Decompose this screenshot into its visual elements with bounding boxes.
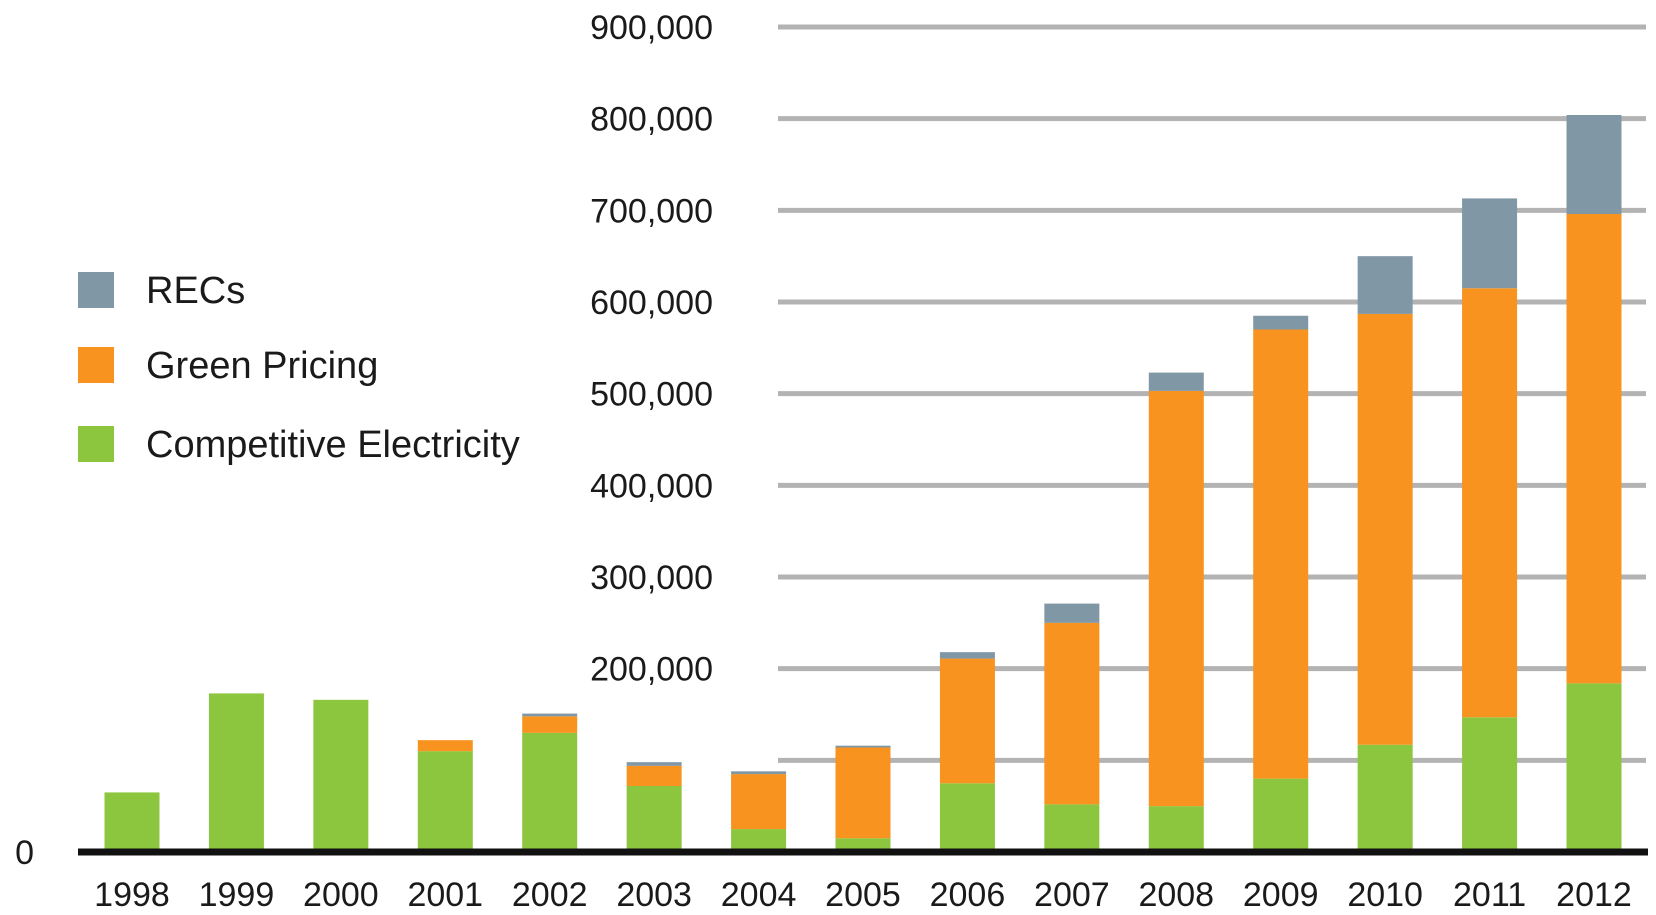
x-tick-label: 2002 [512,876,588,910]
bar-2010-competitive-electricity [1357,744,1413,852]
bar-2005-green-pricing [835,747,891,839]
x-tick-label: 1999 [199,876,275,910]
bar-2006-competitive-electricity [939,783,995,852]
bar-2002-green-pricing [522,716,578,733]
legend-swatch-green-pricing [78,347,114,383]
bar-1998-competitive-electricity [104,792,160,852]
bar-2006-green-pricing [939,658,995,784]
bar-2010-recs [1357,256,1413,314]
x-tick-label: 2004 [721,876,797,910]
legend-label-green-pricing: Green Pricing [146,345,378,387]
y-tick-label: 400,000 [590,467,713,505]
bar-2007-competitive-electricity [1044,804,1100,852]
bar-2011-recs [1462,198,1518,289]
bar-2012-green-pricing [1566,214,1622,684]
y-tick-label: 200,000 [590,651,713,689]
legend: RECs Green Pricing Competitive Electricity [78,270,520,466]
bar-2004-green-pricing [731,774,787,830]
legend-swatch-competitive-electricity [78,426,114,462]
bar-2008-green-pricing [1148,390,1204,807]
bar-2008-recs [1148,372,1204,391]
x-tick-label: 2010 [1347,876,1423,910]
x-tick-label: 2009 [1243,876,1319,910]
y-tick-label: 800,000 [590,101,713,139]
x-tick-label: 2012 [1556,876,1632,910]
x-tick-label: 2007 [1034,876,1110,910]
y-tick-label: 500,000 [590,376,713,414]
bar-2004-recs [731,771,787,775]
x-tick-label: 2011 [1453,876,1526,910]
bar-2000-competitive-electricity [313,699,369,852]
bar-2004-competitive-electricity [731,829,787,852]
x-tick-label: 2006 [930,876,1006,910]
bar-2012-recs [1566,115,1622,214]
y-axis-labels: 0 200,000 300,000 400,000 500,000 600,000 700,… [15,9,713,872]
bars [104,115,1622,852]
bar-2002-competitive-electricity [522,732,578,852]
y-tick-label: 600,000 [590,284,713,322]
bar-2009-competitive-electricity [1253,778,1309,852]
bar-1999-competitive-electricity [208,693,264,852]
y-tick-label: 0 [15,834,34,872]
bar-2011-green-pricing [1462,288,1518,718]
bar-2007-green-pricing [1044,622,1100,805]
legend-swatch-recs [78,272,114,308]
x-axis-labels: 1998 1999 2000 2001 2002 2003 2004 2005 2006 2007… [94,876,1632,914]
y-tick-label: 300,000 [590,559,713,597]
y-tick-label: 700,000 [590,192,713,230]
bar-2003-recs [626,762,682,766]
bar-2008-competitive-electricity [1148,806,1204,852]
bar-2010-green-pricing [1357,313,1413,745]
bar-2001-green-pricing [417,740,473,752]
bar-2009-recs [1253,315,1309,330]
x-tick-label: 2008 [1138,876,1214,910]
bar-2006-recs [939,652,995,659]
bar-2011-competitive-electricity [1462,717,1518,852]
bar-2005-recs [835,745,891,748]
x-tick-label: 1998 [94,876,170,910]
gridlines [778,24,1646,763]
x-tick-label: 2000 [303,876,379,910]
bar-2003-competitive-electricity [626,786,682,852]
bar-2002-recs [522,713,578,717]
legend-label-competitive-electricity: Competitive Electricity [146,424,520,466]
bar-2007-recs [1044,603,1100,623]
bar-2001-competitive-electricity [417,751,473,852]
x-tick-label: 2001 [407,876,483,910]
y-tick-label: 900,000 [590,9,713,47]
x-tick-label: 2003 [616,876,692,910]
legend-label-recs: RECs [146,270,245,312]
bar-2009-green-pricing [1253,329,1309,779]
bar-2012-competitive-electricity [1566,683,1622,852]
bar-2003-green-pricing [626,765,682,786]
x-tick-label: 2005 [825,876,901,910]
